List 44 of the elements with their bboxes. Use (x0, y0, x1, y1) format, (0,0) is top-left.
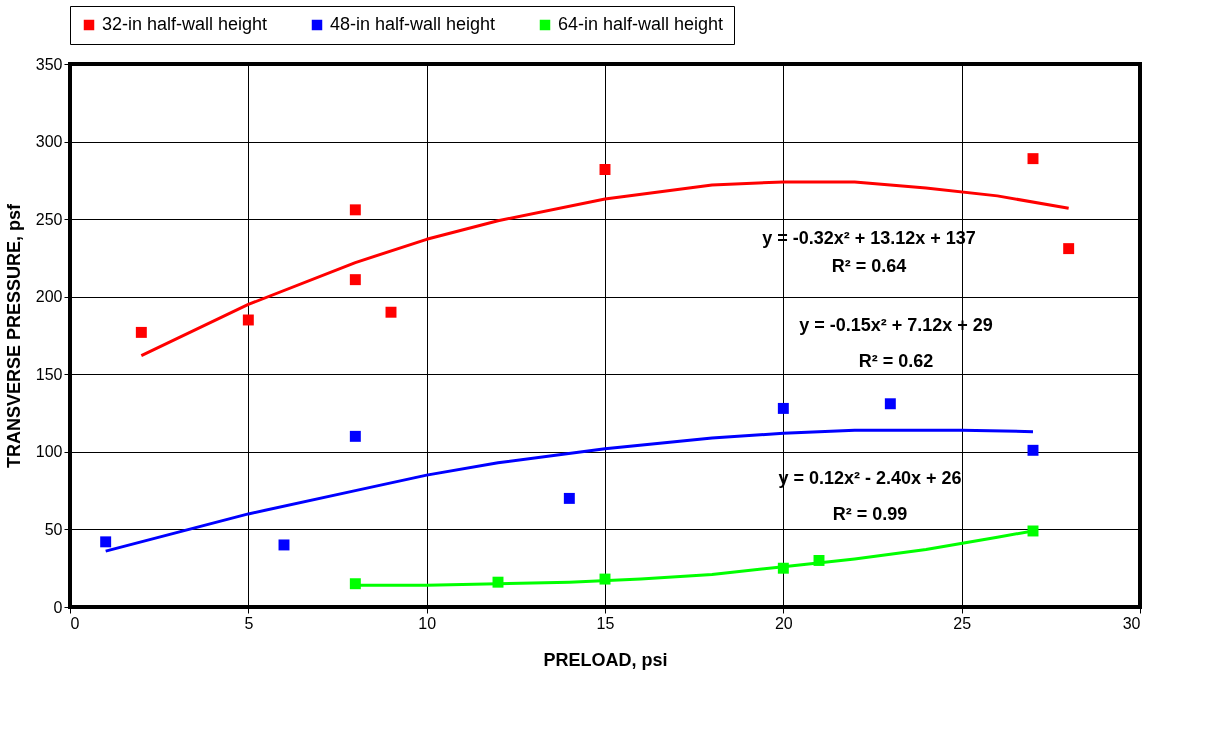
y-axis-title: TRANSVERSE PRESSURE, psf (3, 202, 24, 469)
point (884, 398, 896, 410)
point (599, 573, 611, 585)
x-tick-label: 30 (1122, 614, 1141, 632)
point (242, 314, 254, 326)
legend-label: 64-in half-wall height (558, 14, 724, 34)
x-tick-label: 15 (596, 614, 615, 632)
point (1027, 444, 1039, 456)
y-tick-label: 100 (35, 443, 63, 461)
point (349, 578, 361, 590)
annotation: R² = 0.62 (858, 351, 934, 371)
point (813, 554, 825, 566)
point (1063, 243, 1075, 255)
annotation: R² = 0.99 (832, 504, 908, 524)
point (349, 274, 361, 286)
legend-label: 48-in half-wall height (330, 14, 496, 34)
x-tick-label: 25 (953, 614, 972, 632)
x-tick-label: 10 (418, 614, 437, 632)
point (492, 576, 504, 588)
y-tick-label: 150 (35, 365, 63, 383)
point (599, 164, 611, 175)
line-series (104, 428, 1035, 553)
y-tick-label: 300 (35, 133, 63, 151)
point (777, 402, 789, 414)
point (385, 306, 397, 318)
point (278, 539, 290, 551)
point (563, 492, 575, 504)
x-tick-label: 20 (774, 614, 793, 632)
x-tick-label: 5 (244, 614, 254, 632)
x-tick-label: 0 (70, 614, 80, 632)
point (777, 562, 789, 574)
point (135, 326, 147, 338)
y-tick-label: 250 (35, 210, 63, 228)
y-tick-label: 200 (35, 288, 63, 306)
point (349, 204, 361, 216)
legend-label: 32-in half-wall height (102, 14, 268, 34)
point (349, 430, 361, 442)
y-tick-label: 350 (35, 55, 63, 73)
point (1027, 153, 1039, 165)
y-tick-label: 0 (53, 598, 63, 616)
x-axis-title: PRELOAD, psi (543, 649, 668, 670)
y-tick-label: 50 (44, 520, 63, 538)
point (100, 536, 112, 548)
annotation: R² = 0.64 (831, 256, 907, 276)
